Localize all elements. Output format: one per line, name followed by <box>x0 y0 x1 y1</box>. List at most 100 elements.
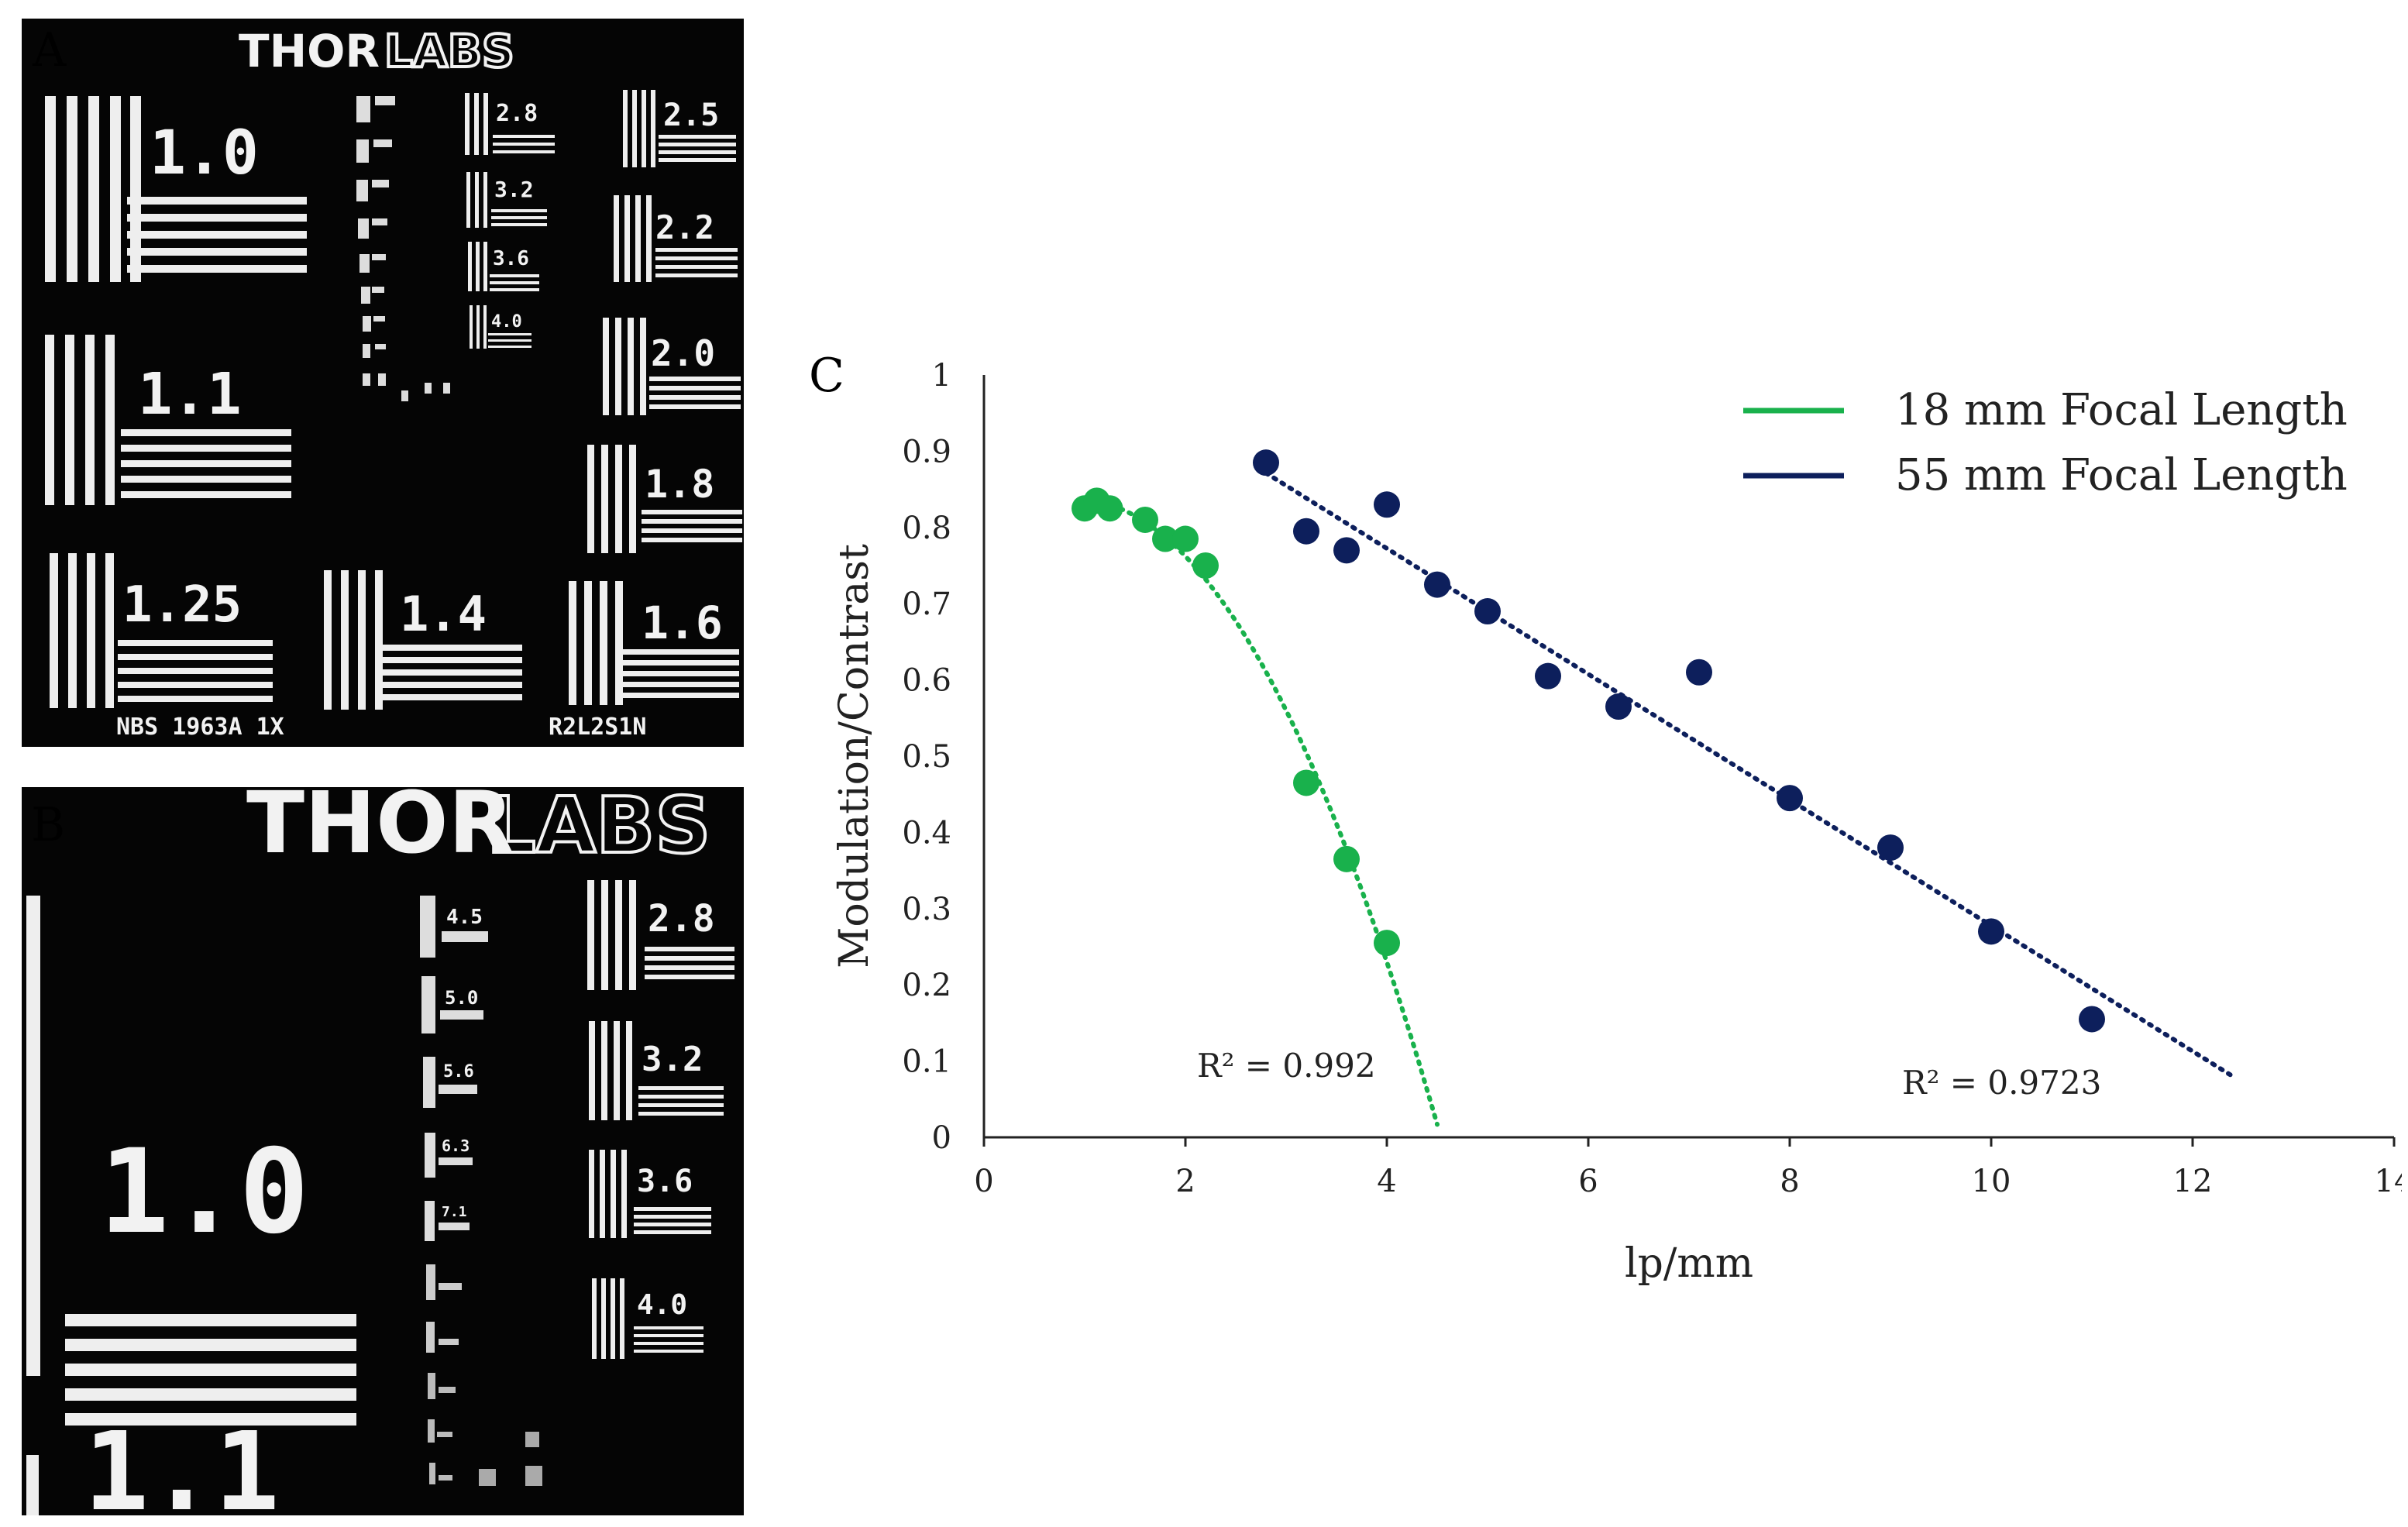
panel-a-bar-group-1-0: 1.0 <box>45 96 307 282</box>
x-tick-label: 14 <box>2375 1164 2402 1199</box>
panel-a-bar-group-4-0: 4.0 <box>470 305 531 349</box>
panel-a-bar-group-2-0: 2.0 <box>603 318 741 415</box>
y-tick-label: 0 <box>932 1120 951 1156</box>
panel-b-label-2-8: 2.8 <box>648 897 715 941</box>
panel-b-label-4-5: 4.5 <box>446 906 483 929</box>
x-tick-label: 6 <box>1578 1164 1598 1199</box>
data-point-series-2 <box>2079 1006 2105 1033</box>
r2-label: R² = 0.992 <box>1197 1047 1376 1085</box>
panel-b-bar-group-3-6: 3.6 <box>589 1150 711 1238</box>
panel-b-bar-group-3-2: 3.2 <box>589 1021 724 1120</box>
x-tick-label: 2 <box>1175 1164 1195 1199</box>
data-point-series-1 <box>1192 552 1219 579</box>
panel-b-label-7-1: 7.1 <box>442 1204 467 1220</box>
panel-a-bar-group-1-25: 1.25 <box>50 553 273 708</box>
chart-axes <box>982 375 2394 1139</box>
trendline-series-2 <box>1264 470 2235 1079</box>
panel-a-label-3-2: 3.2 <box>494 177 534 202</box>
panel-b-label-1-1: 1.1 <box>84 1409 280 1515</box>
data-point-series-2 <box>1374 491 1400 518</box>
panel-a-label-1-0: 1.0 <box>150 119 259 188</box>
x-tick-label: 4 <box>1377 1164 1396 1199</box>
x-tick-label: 10 <box>1972 1164 2011 1199</box>
y-tick-label: 0.5 <box>902 739 951 775</box>
panel-a-bar-group-1-8: 1.8 <box>587 445 742 553</box>
panel-a-footer-left: NBS 1963A 1X <box>116 714 284 741</box>
panel-b-logo-bold: THOR <box>246 787 514 872</box>
panel-a-bar-group-3-2: 3.2 <box>466 172 547 228</box>
y-tick-label: 0.3 <box>902 892 951 927</box>
panel-b-bar-group-1-1: 1.1 <box>26 1409 280 1515</box>
panel-b-label-5-0: 5.0 <box>445 987 478 1009</box>
panel-a-label-1-4: 1.4 <box>400 586 487 642</box>
y-tick-label: 0.6 <box>902 663 951 699</box>
trendline-series-1 <box>1082 497 1440 1127</box>
panel-a-target-photo: THOR LABS 1.0 1.1 1.25 <box>22 19 744 747</box>
data-point-series-2 <box>1253 449 1279 476</box>
data-point-series-1 <box>1132 506 1158 533</box>
chart-legend: 18 mm Focal Length 55 mm Focal Length <box>1743 385 2348 500</box>
panel-a-label-1-6: 1.6 <box>642 597 723 649</box>
data-point-series-1 <box>1293 769 1319 796</box>
y-tick-label: 0.2 <box>902 968 951 1003</box>
data-point-series-2 <box>1424 571 1450 598</box>
panel-a-label-2-0: 2.0 <box>651 332 715 374</box>
panel-b-bar-group-2-8: 2.8 <box>587 880 734 990</box>
y-tick-label: 0.4 <box>902 815 951 851</box>
panel-a-logo-outline: LABS <box>384 25 514 77</box>
panel-a-bar-group-2-5: 2.5 <box>623 90 736 167</box>
x-axis-title: lp/mm <box>1625 1240 1753 1287</box>
panel-b-label-6-3: 6.3 <box>442 1137 470 1155</box>
panel-b-label-5-6: 5.6 <box>443 1062 474 1082</box>
mtf-chart: 0 0.1 0.2 0.3 0.4 0.5 0.6 0.7 0.8 0.9 1 0 2 4 6 8 10 12 1… <box>831 358 2402 1287</box>
panel-b-label-4-0: 4.0 <box>637 1289 687 1321</box>
y-axis-ticks: 0 0.1 0.2 0.3 0.4 0.5 0.6 0.7 0.8 0.9 1 <box>902 358 951 1156</box>
panel-a-label-2-5: 2.5 <box>663 98 719 133</box>
panel-b-label-3-2: 3.2 <box>642 1040 703 1079</box>
panel-b-middle-groups: 4.5 5.0 5.6 6.3 7.1 <box>420 896 542 1486</box>
panel-a-bar-group-1-6: 1.6 <box>569 581 739 705</box>
panel-a-bar-group-1-1: 1.1 <box>45 335 291 505</box>
panel-a-label-1-25: 1.25 <box>122 576 242 634</box>
x-tick-label: 0 <box>974 1164 993 1199</box>
data-point-series-1 <box>1096 495 1123 522</box>
panel-b-target-image: THOR LABS 1.0 1.1 2.8 3.2 <box>26 787 734 1515</box>
y-tick-label: 0.1 <box>902 1044 951 1080</box>
y-axis-title: Modulation/Contrast <box>831 544 878 968</box>
panel-a-logo-bold: THOR <box>239 25 380 77</box>
panel-b-bar-group-1-0: 1.0 <box>26 896 356 1426</box>
data-point-series-2 <box>1535 662 1561 690</box>
panel-c-letter: C <box>809 349 845 403</box>
panel-b-label-3-6: 3.6 <box>637 1164 693 1199</box>
data-point-series-2 <box>1605 693 1632 721</box>
panel-a-bar-group-1-4: 1.4 <box>324 570 522 710</box>
x-axis-ticks: 0 2 4 6 8 10 12 14 <box>974 1137 2402 1199</box>
panel-a-label-1-1: 1.1 <box>138 361 242 428</box>
r2-labels: R² = 0.992 R² = 0.9723 <box>1197 1047 2101 1102</box>
trendlines <box>1082 470 2235 1127</box>
panel-a-footer-right: R2L2S1N <box>549 714 646 741</box>
panel-a-letter: A <box>33 23 67 77</box>
panel-a-label-2-2: 2.2 <box>655 208 714 246</box>
panel-a-label-1-8: 1.8 <box>645 462 714 507</box>
panel-a-small-groups <box>356 96 450 401</box>
data-point-series-2 <box>1333 537 1360 564</box>
panel-b-letter: B <box>31 798 66 852</box>
panel-a-label-4-0: 4.0 <box>491 312 522 332</box>
x-tick-label: 8 <box>1780 1164 1799 1199</box>
data-point-series-2 <box>1293 518 1319 545</box>
legend-label: 55 mm Focal Length <box>1895 450 2348 500</box>
data-point-series-1 <box>1333 845 1360 872</box>
data-point-series-1 <box>1374 930 1400 957</box>
legend-label: 18 mm Focal Length <box>1895 385 2348 435</box>
panel-b-label-1-0: 1.0 <box>99 1125 309 1260</box>
y-tick-label: 0.8 <box>902 511 951 546</box>
data-point-series-1 <box>1172 525 1199 552</box>
data-point-series-2 <box>1777 785 1803 812</box>
data-point-series-1 <box>1152 525 1178 552</box>
panel-a-label-3-6: 3.6 <box>493 247 529 270</box>
data-points <box>1072 449 2105 1033</box>
data-point-series-2 <box>1474 598 1501 625</box>
y-tick-label: 0.7 <box>902 586 951 622</box>
data-point-series-2 <box>1877 834 1904 862</box>
